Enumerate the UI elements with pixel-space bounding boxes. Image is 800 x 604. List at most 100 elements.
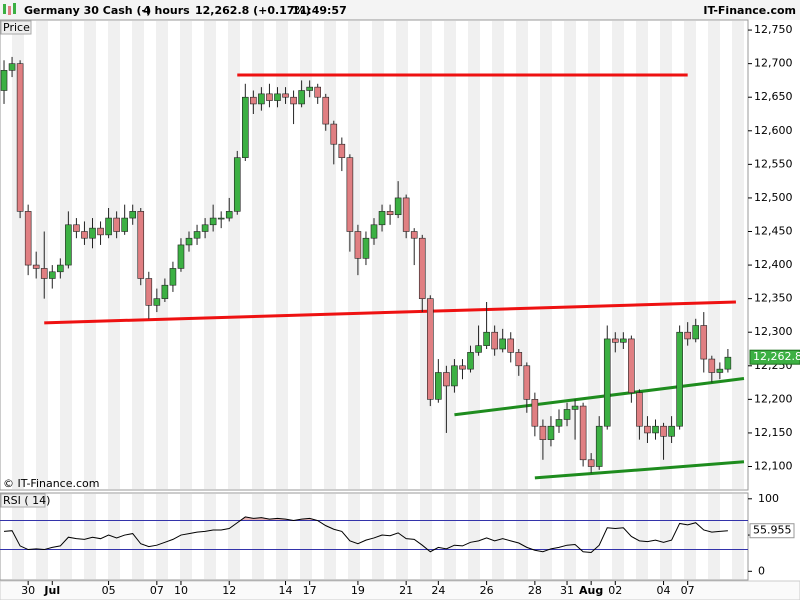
candle-body: [539, 425, 547, 440]
header-bar: [0, 0, 800, 20]
day-stripe: [564, 494, 576, 579]
candle-body: [225, 211, 233, 219]
day-stripe: [708, 494, 720, 579]
day-stripe: [228, 21, 240, 489]
day-stripe: [252, 21, 264, 489]
y-tick-label: 12,350: [754, 292, 793, 305]
day-stripe: [684, 21, 696, 489]
candle-body: [708, 358, 716, 373]
candle-body: [105, 217, 112, 236]
day-stripe: [324, 494, 336, 579]
logo-icon: [3, 3, 16, 15]
trend-line: [44, 300, 736, 325]
candle-body: [547, 425, 555, 440]
y-tick-label: 12,100: [754, 460, 793, 473]
candle-body: [370, 224, 378, 239]
candle-body: [242, 96, 249, 158]
x-tick-label: 21: [399, 584, 413, 597]
day-stripe: [540, 21, 552, 489]
x-tick-label: Jul: [43, 584, 60, 597]
day-stripe: [60, 494, 72, 579]
candle-body: [555, 419, 563, 427]
y-tick-label: 0: [758, 564, 765, 577]
candle-body: [274, 93, 281, 101]
x-tick-label: 07: [150, 584, 164, 597]
day-stripe: [36, 21, 48, 489]
day-stripe: [420, 494, 432, 579]
x-tick-label: 28: [528, 584, 542, 597]
candle-body: [330, 123, 338, 145]
day-stripe: [132, 494, 144, 579]
x-tick-label: 04: [657, 584, 671, 597]
trend-line: [534, 460, 745, 480]
day-stripe: [612, 494, 624, 579]
candle-body: [724, 356, 732, 370]
day-stripe: [396, 494, 408, 579]
day-stripe: [372, 21, 384, 489]
candle-body: [660, 425, 667, 437]
day-stripe: [636, 21, 648, 489]
day-stripe: [204, 21, 216, 489]
candle-body: [692, 325, 700, 340]
instrument: Germany 30 Cash (-): [24, 4, 151, 17]
candle-body: [467, 352, 474, 370]
candle-body: [73, 224, 80, 232]
quote: 12,262.8 (+0.17%): [195, 4, 311, 17]
day-stripe: [660, 21, 672, 489]
candle-body: [676, 331, 683, 427]
day-stripe: [84, 21, 96, 489]
candle-body: [48, 271, 56, 279]
day-stripe: [564, 21, 576, 489]
x-tick-label: 17: [303, 584, 317, 597]
candle-body: [628, 338, 635, 393]
candle-body: [394, 197, 402, 216]
candle-body: [314, 86, 321, 98]
candle-body: [129, 211, 137, 219]
day-stripe: [300, 21, 312, 489]
day-stripe: [516, 494, 528, 579]
candle-body: [427, 298, 434, 400]
last-rsi-label: 55.955: [753, 524, 792, 537]
y-tick-label: 12,700: [754, 57, 793, 70]
rsi-line: [3, 516, 728, 553]
day-stripe: [444, 21, 456, 489]
day-stripe: [84, 494, 96, 579]
x-tick-label: 19: [351, 584, 365, 597]
candle-body: [571, 405, 579, 410]
candle-body: [65, 224, 72, 266]
candle-body: [338, 143, 346, 158]
candle-body: [611, 338, 619, 343]
candle-body: [668, 425, 675, 437]
x-tick-label: 14: [279, 584, 293, 597]
candle-body: [459, 365, 466, 370]
period: 4 hours: [143, 4, 190, 17]
y-tick-label: 12,500: [754, 191, 793, 204]
day-stripe: [348, 494, 360, 579]
panel-label: Price: [3, 21, 30, 34]
candle-body: [684, 331, 691, 340]
candle-body: [209, 217, 217, 226]
candle-body: [410, 231, 418, 239]
candle-body: [233, 157, 241, 212]
panel-label: RSI ( 14): [3, 494, 50, 507]
candle-body: [81, 231, 88, 239]
last-price-label: 12,262.8: [753, 350, 800, 363]
candle-body: [499, 338, 506, 350]
candle-body: [507, 338, 515, 353]
candle-body: [24, 211, 32, 266]
candle-body: [282, 93, 289, 98]
day-stripe: [684, 494, 696, 579]
x-tick-label: 31: [560, 584, 574, 597]
candle-body: [652, 425, 659, 434]
candle-body: [475, 345, 482, 353]
y-tick-label: 12,750: [754, 23, 793, 36]
y-tick-label: 12,550: [754, 157, 793, 170]
day-stripe: [540, 494, 552, 579]
candle-body: [435, 372, 442, 400]
day-stripe: [612, 21, 624, 489]
day-stripe: [444, 494, 456, 579]
day-stripe: [660, 494, 672, 579]
candle-body: [636, 392, 643, 427]
y-tick-label: 100: [758, 492, 779, 505]
candle-body: [491, 331, 498, 350]
